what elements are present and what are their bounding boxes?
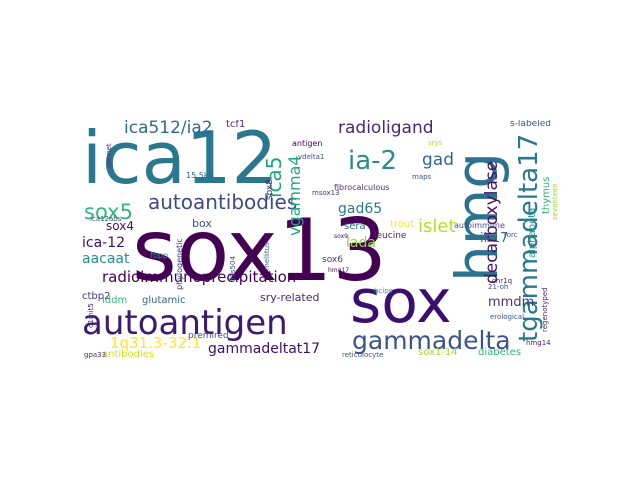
- word-ica512-ia2: ica512/ia2: [124, 120, 213, 138]
- word-gammadelta: gammadelta: [352, 326, 511, 355]
- word-lada: lada: [346, 235, 376, 251]
- word-radioligand: radioligand: [338, 120, 434, 138]
- word-radioimmunoprecipitation: radioimmunoprecipitation: [102, 268, 297, 286]
- word-1q31-3-32-1: 1q31.3-32.1: [110, 334, 202, 352]
- word-ctbp2: ctbp2: [82, 291, 111, 302]
- word-sera: sera: [344, 221, 366, 232]
- word-autoimmune: autoimmune: [454, 221, 505, 230]
- word-tcf1: tcf1: [226, 120, 246, 130]
- word-islet: islet: [418, 216, 456, 237]
- word-trout: trout: [390, 219, 415, 230]
- word-erological: erological: [490, 313, 525, 321]
- word-sox6: sox6: [322, 255, 343, 265]
- word-mmdm: mmdm: [488, 295, 535, 310]
- word-gammadeltat17: gammadeltat17: [208, 341, 321, 357]
- word-sry-related: sry-related: [260, 291, 320, 304]
- word-s-labeled: s-labeled: [510, 120, 551, 129]
- word-ia-2: ia-2: [348, 146, 398, 176]
- word-diabetes: diabetes: [478, 347, 522, 358]
- word-msox13: msox13: [312, 189, 340, 197]
- word-sox13: sox13: [132, 201, 388, 301]
- word-sox: sox: [350, 267, 452, 337]
- word-ica12abs: ica12abs: [90, 215, 122, 223]
- word-mellitus: mellitus: [263, 242, 271, 270]
- word-maps: maps: [412, 173, 432, 181]
- word-gpa33: gpa33: [84, 351, 107, 359]
- word-sox4: sox4: [106, 219, 134, 233]
- word-sox9: sox9: [334, 233, 348, 240]
- word-ica12: ica12: [82, 120, 278, 200]
- word-aacaat: aacaat: [82, 251, 130, 267]
- word-iddm: iddm: [102, 295, 128, 306]
- word-srys: srys: [428, 139, 443, 147]
- word-gad65: gad65: [338, 201, 383, 217]
- word-leucine: leucine: [374, 231, 407, 241]
- word-21-oh: 21-oh: [488, 283, 509, 291]
- word-hmg17: hmg17: [328, 267, 350, 274]
- word-sox8: sox8: [265, 179, 275, 200]
- word-seventeen: seventeen: [551, 183, 559, 220]
- word-gennet: gennet: [105, 143, 113, 168]
- word-reticulocyte: reticulocyte: [342, 351, 384, 359]
- word-hmg14: hmg14: [526, 339, 551, 347]
- word-autoantibodies: autoantibodies: [148, 190, 298, 214]
- word-regenotyped: regenotyped: [541, 287, 549, 332]
- word-gad: gad: [422, 150, 454, 170]
- word-d1s504: d1s504: [229, 256, 237, 282]
- word-alphabeta: alphabeta: [527, 207, 538, 258]
- word-sox5: sox5: [84, 200, 133, 224]
- word-autoantigen: autoantigen: [82, 303, 288, 343]
- word-sox1-14: sox1-14: [418, 347, 458, 358]
- word-ica-12: ica-12: [82, 235, 126, 251]
- word-fibrocalculous: fibrocalculous: [334, 183, 390, 192]
- word-vgamma4: vgamma4: [285, 155, 304, 236]
- word-box: box: [192, 217, 212, 230]
- word-rorc: rorc: [504, 231, 518, 239]
- word-hcips: hcips: [374, 287, 393, 295]
- word-vdelta1: vdelta1: [298, 153, 325, 161]
- word-15-5kb: 15.5kb: [186, 171, 214, 180]
- word-cloud: sox13 ica12 sox hmg autoantigen gammadel…: [80, 120, 560, 360]
- word-il-17: il-17: [480, 231, 509, 246]
- word-glutamic: glutamic: [142, 295, 186, 306]
- word-d1mit5: d1mit5: [87, 303, 95, 328]
- word-premired: premired: [188, 331, 229, 341]
- word-phylogenetic: phylogenetic: [175, 238, 184, 290]
- word-antigen: antigen: [292, 139, 323, 148]
- word-chr1q: chr1q: [492, 277, 513, 285]
- word-antibodies: antibodies: [102, 349, 155, 360]
- word-fbpp: fbpp: [150, 251, 169, 260]
